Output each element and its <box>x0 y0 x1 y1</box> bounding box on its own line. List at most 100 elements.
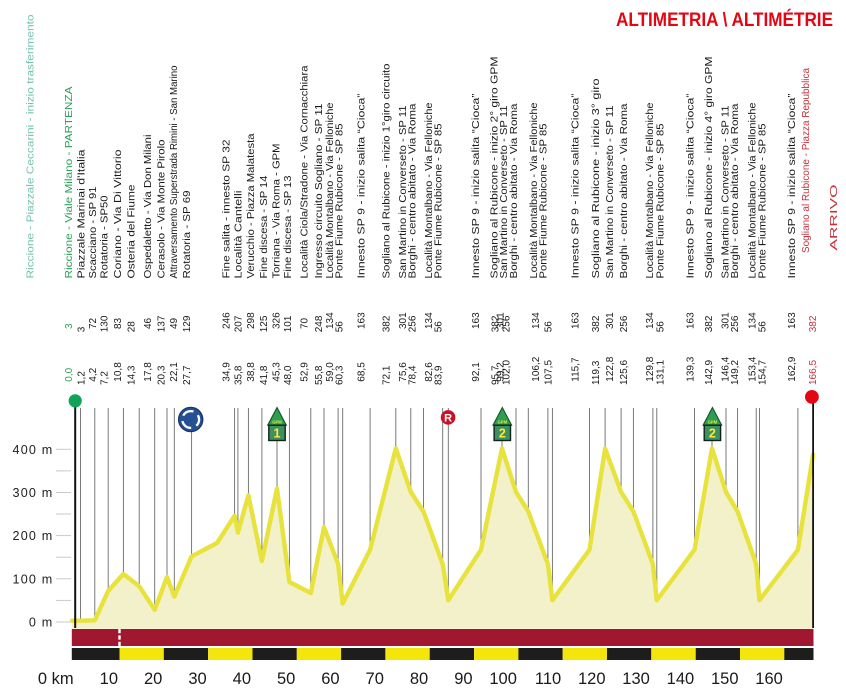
svg-text:Torriana - Via Roma - GPM: Torriana - Via Roma - GPM <box>271 144 282 279</box>
svg-text:49: 49 <box>169 317 180 329</box>
svg-text:110: 110 <box>535 670 561 688</box>
svg-text:50: 50 <box>277 670 295 688</box>
svg-text:78,4: 78,4 <box>408 365 419 385</box>
svg-text:120: 120 <box>578 670 606 688</box>
svg-text:Sogliano al Rubicone - Piazza: Sogliano al Rubicone - Piazza Repubblica <box>801 67 812 253</box>
svg-text:41,8: 41,8 <box>259 365 270 385</box>
svg-text:256: 256 <box>501 315 512 332</box>
svg-text:55,8: 55,8 <box>314 365 325 385</box>
svg-text:326: 326 <box>271 312 282 329</box>
svg-text:82,6: 82,6 <box>424 362 435 382</box>
svg-text:52,9: 52,9 <box>300 362 311 382</box>
svg-text:Località Cantelli: Località Cantelli <box>234 191 245 279</box>
svg-text:382: 382 <box>591 315 602 332</box>
svg-text:Innesto SP 9 - inizio salita “: Innesto SP 9 - inizio salita “Cioca” <box>787 94 798 279</box>
svg-text:60,3: 60,3 <box>335 365 346 385</box>
svg-text:Riccione - Piazzale Ceccarini: Riccione - Piazzale Ceccarini - inizio t… <box>26 14 37 279</box>
svg-text:46: 46 <box>143 317 154 329</box>
svg-text:Località Montalbano - Via Fell: Località Montalbano - Via Felloniche <box>529 102 540 279</box>
svg-text:Fine discesa - SP 13: Fine discesa - SP 13 <box>283 175 294 279</box>
svg-text:163: 163 <box>471 312 482 329</box>
svg-text:Fine salita - innesto SP 32: Fine salita - innesto SP 32 <box>221 140 232 279</box>
svg-text:0 km: 0 km <box>38 670 74 688</box>
svg-text:400 m: 400 m <box>12 443 53 457</box>
svg-text:Località Montalbano - Via Fell: Località Montalbano - Via Felloniche <box>424 102 435 279</box>
svg-text:163: 163 <box>686 312 697 329</box>
svg-text:125: 125 <box>259 315 270 332</box>
svg-text:3: 3 <box>76 326 87 332</box>
svg-text:248: 248 <box>314 315 325 332</box>
svg-text:298: 298 <box>246 312 257 329</box>
svg-text:163: 163 <box>356 312 367 329</box>
svg-text:122,8: 122,8 <box>605 356 616 381</box>
svg-text:99,2: 99,2 <box>496 362 507 382</box>
svg-text:38,8: 38,8 <box>246 362 257 382</box>
svg-text:70: 70 <box>366 670 384 688</box>
svg-text:Innesto SP 9 - inizio salita “: Innesto SP 9 - inizio salita “Cioca” <box>686 94 697 279</box>
svg-text:134: 134 <box>645 312 656 329</box>
svg-text:154,7: 154,7 <box>758 360 769 385</box>
svg-text:150: 150 <box>711 670 739 688</box>
svg-text:Innesto SP 9 - inizio salita “: Innesto SP 9 - inizio salita “Cioca” <box>471 94 482 279</box>
svg-text:200 m: 200 m <box>12 529 53 543</box>
svg-text:4,2: 4,2 <box>88 367 99 381</box>
svg-text:40: 40 <box>233 670 251 688</box>
svg-text:382: 382 <box>704 315 715 332</box>
svg-text:56: 56 <box>758 321 769 333</box>
svg-text:256: 256 <box>730 315 741 332</box>
svg-text:35,8: 35,8 <box>234 365 245 385</box>
svg-text:100: 100 <box>489 670 517 688</box>
svg-text:107,5: 107,5 <box>544 360 555 385</box>
svg-text:Sogliano al Rubicone - inizio: Sogliano al Rubicone - inizio 3° giro <box>591 78 602 279</box>
svg-text:115,7: 115,7 <box>571 357 582 382</box>
svg-text:139,3: 139,3 <box>686 356 697 381</box>
svg-text:GPM: GPM <box>272 420 282 425</box>
svg-text:Coriano - Via Di Vittorio: Coriano - Via Di Vittorio <box>113 149 124 279</box>
svg-text:Sogliano al Rubicone - inizio: Sogliano al Rubicone - inizio 1°giro cir… <box>382 63 393 279</box>
svg-text:20: 20 <box>144 670 162 688</box>
svg-text:153,4: 153,4 <box>748 356 759 381</box>
svg-text:131,1: 131,1 <box>655 360 666 385</box>
svg-text:130: 130 <box>100 315 111 332</box>
svg-text:R: R <box>444 413 452 425</box>
svg-text:San Martino in Converseto - SP: San Martino in Converseto - SP 11 <box>499 106 510 279</box>
svg-text:10: 10 <box>100 670 118 688</box>
svg-text:1: 1 <box>274 427 281 441</box>
svg-text:256: 256 <box>619 315 630 332</box>
svg-text:20,3: 20,3 <box>157 365 168 385</box>
svg-text:140: 140 <box>667 670 695 688</box>
svg-text:56: 56 <box>544 321 555 333</box>
svg-text:Attraversamento Superstrada Ri: Attraversamento Superstrada Rimini - San… <box>169 65 180 279</box>
svg-text:3: 3 <box>64 323 75 329</box>
svg-text:30: 30 <box>188 670 206 688</box>
svg-text:166,5: 166,5 <box>808 360 819 385</box>
svg-text:56: 56 <box>434 321 445 333</box>
svg-text:1,2: 1,2 <box>76 371 87 385</box>
svg-text:Rotatoria - SP50: Rotatoria - SP50 <box>100 195 111 279</box>
svg-text:163: 163 <box>571 312 582 329</box>
svg-text:Borghi - centro abitato - Via: Borghi - centro abitato - Via Roma <box>619 103 630 279</box>
svg-text:28: 28 <box>126 321 137 333</box>
svg-text:130: 130 <box>622 670 650 688</box>
svg-text:Ponte Fiume Rubicone - SP 85: Ponte Fiume Rubicone - SP 85 <box>434 123 445 279</box>
svg-text:72,1: 72,1 <box>382 365 393 385</box>
svg-text:Scacciano - SP 91: Scacciano - SP 91 <box>88 187 99 279</box>
svg-text:0,0: 0,0 <box>64 367 75 381</box>
svg-text:San Martino in Converseto - SP: San Martino in Converseto - SP 11 <box>721 106 732 279</box>
svg-text:27,7: 27,7 <box>182 365 193 385</box>
svg-text:San Martino in Converseto - SP: San Martino in Converseto - SP 11 <box>605 106 616 279</box>
svg-text:7,2: 7,2 <box>100 371 111 385</box>
svg-text:72: 72 <box>88 317 99 329</box>
svg-text:Borghi - centro abitato - Via: Borghi - centro abitato - Via Roma <box>509 103 520 279</box>
svg-text:134: 134 <box>424 312 435 329</box>
svg-text:Osteria del Fiume: Osteria del Fiume <box>126 184 137 279</box>
svg-text:56: 56 <box>655 321 666 333</box>
svg-text:Località Ciola/Stradone - Via: Località Ciola/Stradone - Via Cornacchia… <box>300 65 311 279</box>
svg-text:0 m: 0 m <box>29 616 54 630</box>
svg-text:301: 301 <box>398 312 409 329</box>
svg-text:Località Montalbano - Via Fell: Località Montalbano - Via Felloniche <box>748 102 759 279</box>
svg-text:Sogliano al Rubicone - inizio: Sogliano al Rubicone - inizio 2° giro GP… <box>490 57 501 279</box>
svg-text:125,6: 125,6 <box>619 360 630 385</box>
svg-text:83,9: 83,9 <box>434 365 445 385</box>
svg-text:256: 256 <box>408 315 419 332</box>
